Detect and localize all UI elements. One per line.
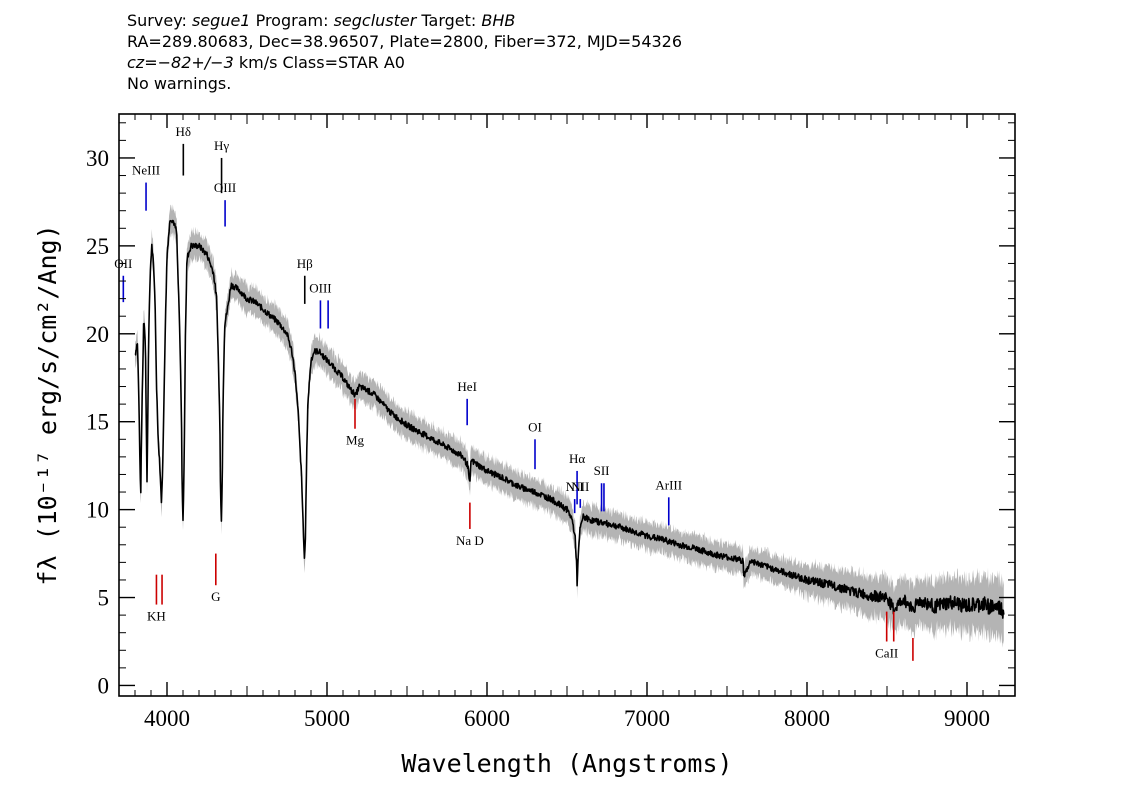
x-tick-label: 9000 [944,706,990,731]
redshift-value: cz=−82+/−3 [127,53,234,72]
target-label: Target: [421,11,477,30]
line-marker-label: NII [566,479,584,494]
line-marker-label: ArIII [655,477,682,492]
line-marker-label: KH [147,609,166,624]
line-marker-label: NII [571,479,589,494]
class-value: km/s Class=STAR A0 [238,53,405,72]
header-line-survey: Survey: segue1 Program: segcluster Targe… [127,10,682,31]
header-line-coordinates: RA=289.80683, Dec=38.96507, Plate=2800, … [127,32,683,51]
target-value: BHB [481,11,516,30]
y-tick-label: 15 [86,410,109,435]
line-marker-label: NeIII [132,163,160,178]
spectrum-header: Survey: segue1 Program: segcluster Targe… [127,10,682,94]
program-value: segcluster [333,11,417,30]
header-line-redshift: cz=−82+/−3 km/s Class=STAR A0 [127,52,682,73]
line-marker-label: Hα [569,451,585,466]
x-tick-label: 6000 [464,706,510,731]
y-tick-label: 5 [98,586,110,611]
x-axis-title: Wavelength (Angstroms) [401,749,732,778]
line-marker-label: HeI [457,379,477,394]
header-line-warnings: No warnings. [127,74,232,93]
line-marker-label: OIII [214,180,236,195]
line-marker-label: OIII [309,280,331,295]
program-label: Program: [255,11,329,30]
line-marker-label: OI [528,419,542,434]
error-band [135,204,1004,648]
survey-label: Survey: [127,11,187,30]
line-marker-label: G [211,589,220,604]
line-marker-label: Hγ [214,138,229,153]
line-marker-label: Hδ [176,124,192,139]
y-axis-title: fλ (10⁻¹⁷ erg/s/cm²/Ang) [33,224,62,585]
y-tick-label: 20 [86,322,109,347]
y-tick-label: 0 [98,673,110,698]
x-tick-label: 7000 [624,706,670,731]
flux-line [134,219,1005,619]
line-marker-label: Hβ [297,256,313,271]
line-marker-label: Mg [346,433,365,448]
flux-layer [134,219,1005,619]
axis-ticks: 4000 5000 6000 7000 8000 9000 0 5 10 15 20 25 30 [86,114,1016,731]
y-tick-label: 10 [86,498,109,523]
y-tick-label: 30 [86,146,109,171]
x-tick-label: 4000 [144,706,190,731]
line-marker-label: SII [594,463,610,478]
x-tick-label: 8000 [784,706,830,731]
survey-value: segue1 [191,11,251,30]
error-band-layer [135,204,1004,648]
x-tick-label: 5000 [304,706,350,731]
line-marker-label: Na D [456,533,484,548]
line-marker-label: CaII [875,645,898,660]
y-tick-label: 25 [86,234,109,259]
